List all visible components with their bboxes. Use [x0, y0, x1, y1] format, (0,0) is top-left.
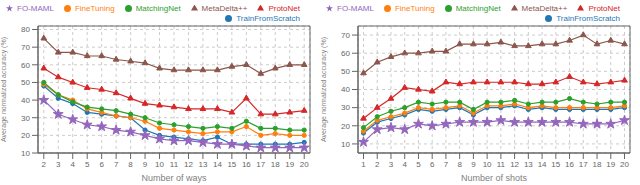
svg-text:12: 12: [184, 160, 193, 169]
svg-text:60: 60: [21, 61, 30, 70]
svg-text:12: 12: [510, 160, 519, 169]
html-text:TrainFromScratch: TrainFromScratch: [236, 14, 300, 23]
svg-text:Average normalized accuracy (%: Average normalized accuracy (%): [8, 37, 9, 142]
html-text:FO-MAML: FO-MAML: [17, 4, 54, 13]
svg-text:7: 7: [444, 160, 449, 169]
svg-text:3: 3: [389, 160, 394, 169]
svg-text:16: 16: [565, 160, 574, 169]
svg-text:80: 80: [21, 25, 30, 34]
svg-text:19: 19: [285, 160, 294, 169]
svg-text:15: 15: [551, 160, 560, 169]
svg-text:Number of shots: Number of shots: [461, 173, 528, 183]
svg-text:3: 3: [56, 160, 61, 169]
svg-text:13: 13: [198, 160, 207, 169]
svg-text:20: 20: [341, 122, 350, 131]
svg-text:11: 11: [170, 160, 179, 169]
html-text:FineTuning: FineTuning: [395, 4, 435, 13]
svg-text:30: 30: [21, 114, 30, 123]
svg-text:8: 8: [128, 160, 133, 169]
svg-text:17: 17: [256, 160, 265, 169]
html-text:MatchingNet: MatchingNet: [135, 4, 181, 13]
svg-text:10: 10: [483, 160, 492, 169]
svg-text:11: 11: [497, 160, 506, 169]
svg-text:4: 4: [402, 160, 407, 169]
svg-text:14: 14: [213, 160, 222, 169]
svg-text:10: 10: [155, 160, 164, 169]
html-text:MatchingNet: MatchingNet: [455, 4, 501, 13]
svg-text:20: 20: [300, 160, 309, 169]
svg-text:6: 6: [99, 160, 104, 169]
svg-text:30: 30: [341, 103, 350, 112]
svg-text:7: 7: [114, 160, 119, 169]
svg-text:10: 10: [341, 140, 350, 149]
svg-text:18: 18: [593, 160, 602, 169]
svg-text:19: 19: [606, 160, 615, 169]
svg-text:10: 10: [21, 149, 30, 158]
svg-text:13: 13: [524, 160, 533, 169]
html-text:ProtoNet: ProtoNet: [588, 4, 620, 13]
svg-text:17: 17: [579, 160, 588, 169]
svg-text:16: 16: [242, 160, 251, 169]
html-text:ProtoNet: ProtoNet: [268, 4, 300, 13]
svg-text:2: 2: [42, 160, 47, 169]
svg-text:Average normalized accuracy (%: Average normalized accuracy (%): [320, 37, 328, 142]
svg-text:9: 9: [471, 160, 476, 169]
svg-text:5: 5: [85, 160, 90, 169]
svg-text:20: 20: [21, 131, 30, 140]
svg-text:70: 70: [341, 31, 350, 40]
svg-text:5: 5: [416, 160, 421, 169]
svg-text:70: 70: [21, 43, 30, 52]
svg-text:40: 40: [341, 85, 350, 94]
svg-text:20: 20: [620, 160, 629, 169]
svg-text:6: 6: [430, 160, 435, 169]
html-text:MetaDelta++: MetaDelta++: [521, 4, 568, 13]
svg-text:50: 50: [341, 67, 350, 76]
svg-text:40: 40: [21, 96, 30, 105]
html-text:MetaDelta++: MetaDelta++: [201, 4, 248, 13]
svg-text:2: 2: [375, 160, 380, 169]
html-text:TrainFromScratch: TrainFromScratch: [556, 14, 620, 23]
svg-text:15: 15: [227, 160, 236, 169]
html-text:FineTuning: FineTuning: [75, 4, 115, 13]
svg-text:1: 1: [361, 160, 366, 169]
svg-text:18: 18: [271, 160, 280, 169]
svg-text:14: 14: [538, 160, 547, 169]
svg-text:50: 50: [21, 78, 30, 87]
html-text:FO-MAML: FO-MAML: [337, 4, 374, 13]
svg-text:Number of ways: Number of ways: [141, 173, 207, 183]
svg-text:60: 60: [341, 49, 350, 58]
svg-text:4: 4: [70, 160, 75, 169]
svg-text:9: 9: [143, 160, 148, 169]
svg-text:8: 8: [457, 160, 462, 169]
